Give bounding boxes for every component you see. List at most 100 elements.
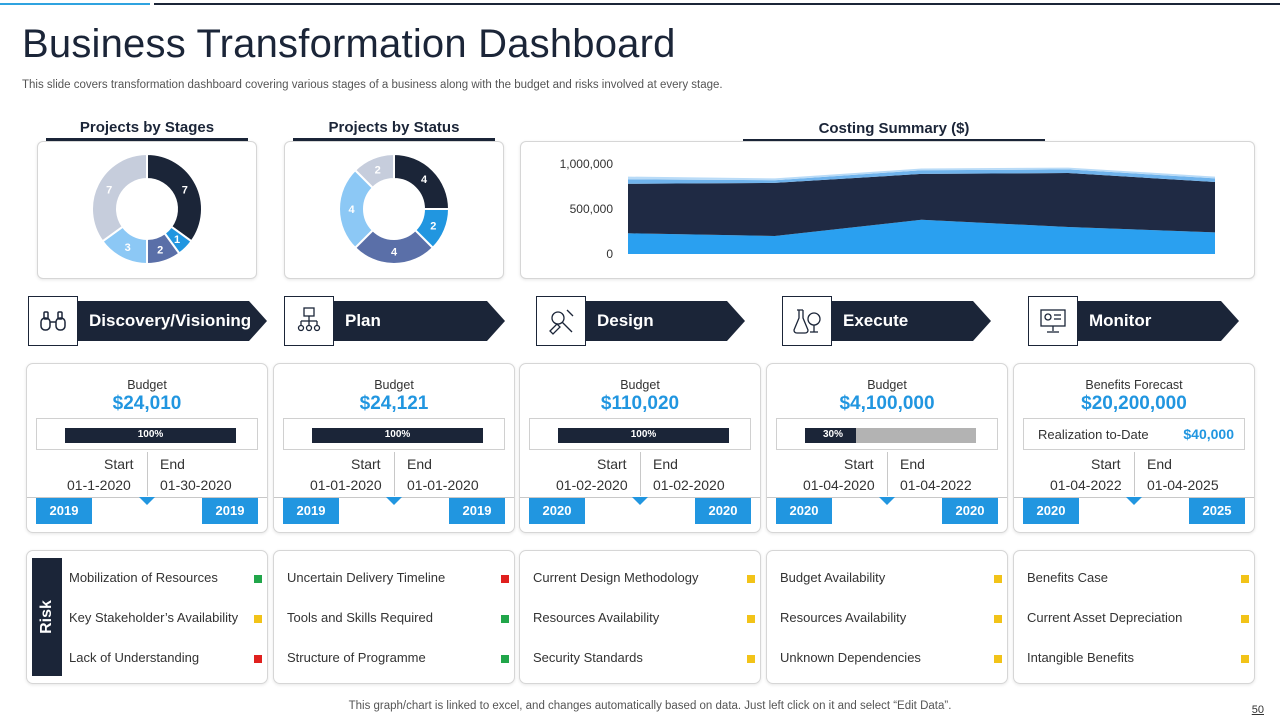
top-rule-line — [154, 3, 1280, 5]
stage-header-execute[interactable]: Execute — [782, 296, 992, 346]
risk-item: Key Stakeholder’s Availability — [69, 610, 239, 625]
stage-card-discovery[interactable]: Budget $24,010 100% Start End 01-1-2020 … — [26, 363, 268, 533]
donut-value-label: 4 — [421, 174, 428, 186]
donut-value-label: 4 — [348, 204, 355, 216]
status-chart-panel[interactable]: 4 2 4 4 2 — [284, 141, 504, 279]
risk-item: Uncertain Delivery Timeline — [287, 570, 446, 585]
donut-slice[interactable] — [353, 152, 395, 190]
area-series[interactable] — [628, 173, 1215, 236]
risk-status-indicator — [254, 575, 262, 583]
stage-card-design[interactable]: Budget $110,020 100% Start End 01-02-202… — [519, 363, 761, 533]
progress-text: 100% — [630, 429, 657, 440]
start-date: 01-01-2020 — [310, 477, 382, 493]
progress-fill — [805, 428, 857, 443]
stage-header-plan[interactable]: Plan — [284, 296, 506, 346]
risk-item: Structure of Programme — [287, 650, 426, 665]
end-label: End — [653, 456, 678, 472]
risk-card-design[interactable]: Current Design Methodology Resources Ava… — [519, 550, 761, 684]
budget-value: $4,100,000 — [839, 393, 935, 414]
costing-title-underline — [743, 139, 1045, 142]
risk-status-indicator — [1241, 575, 1249, 583]
benefits-forecast-value: $20,200,000 — [1081, 393, 1187, 414]
realization-value: $40,000 — [1183, 426, 1234, 442]
costing-panel-title-text: Costing Summary ($) — [818, 120, 970, 137]
costing-area-chart[interactable]: 1,000,000 500,000 0 — [521, 142, 1254, 278]
risk-card-execute[interactable]: Budget Availability Resources Availabili… — [766, 550, 1008, 684]
donut-slice[interactable] — [91, 152, 148, 243]
donut-value-label: 7 — [106, 185, 112, 197]
stage-header-monitor[interactable]: Monitor — [1028, 296, 1240, 346]
donut-value-label: 2 — [430, 220, 436, 232]
design-tools-icon — [536, 296, 586, 346]
stage-header-discovery[interactable]: Discovery/Visioning — [28, 296, 268, 346]
y-tick-label: 0 — [606, 247, 613, 261]
progress-text: 100% — [384, 429, 411, 440]
risk-item: Benefits Case — [1027, 570, 1108, 585]
benefits-forecast-label: Benefits Forecast — [1085, 378, 1183, 392]
end-date: 01-04-2025 — [1147, 477, 1219, 493]
donut-value-label: 7 — [182, 185, 188, 197]
progress-track: 30% — [805, 428, 976, 443]
stages-panel-title: Projects by Stages — [46, 119, 248, 141]
start-date: 01-1-2020 — [67, 477, 131, 493]
donut-slice[interactable] — [146, 152, 203, 243]
binoculars-icon — [28, 296, 78, 346]
progress-box: 100% — [36, 418, 258, 450]
risk-status-indicator — [501, 655, 509, 663]
risk-card-discovery[interactable]: Risk Mobilization of Resources Key Stake… — [26, 550, 268, 684]
stage-card-monitor[interactable]: Benefits Forecast $20,200,000 Realizatio… — [1013, 363, 1255, 533]
end-date: 01-04-2022 — [900, 477, 972, 493]
start-year-badge: 2020 — [776, 498, 832, 524]
risk-item: Mobilization of Resources — [69, 570, 218, 585]
stage-arrow-execute: Execute — [831, 301, 991, 341]
stage-card-plan[interactable]: Budget $24,121 100% Start End 01-01-2020… — [273, 363, 515, 533]
end-year-badge: 2020 — [695, 498, 751, 524]
footer-note: This graph/chart is linked to excel, and… — [348, 700, 952, 712]
status-donut-chart[interactable]: 4 2 4 4 2 — [285, 142, 503, 278]
risk-status-indicator — [254, 615, 262, 623]
end-label: End — [160, 456, 185, 472]
risk-tab: Risk — [32, 558, 62, 676]
org-chart-icon — [284, 296, 334, 346]
end-year-badge: 2019 — [202, 498, 258, 524]
timeline-marker — [632, 497, 648, 505]
start-year-badge: 2019 — [283, 498, 339, 524]
donut-value-label: 2 — [157, 244, 163, 256]
budget-value: $110,020 — [600, 393, 680, 414]
risk-status-indicator — [254, 655, 262, 663]
risk-item: Current Design Methodology — [533, 570, 699, 585]
risk-status-indicator — [747, 655, 755, 663]
area-series[interactable] — [628, 167, 1215, 181]
risk-item: Unknown Dependencies — [780, 650, 921, 665]
stage-header-design[interactable]: Design — [536, 296, 746, 346]
budget-label: Budget — [867, 378, 907, 392]
risk-card-monitor[interactable]: Benefits Case Current Asset Depreciation… — [1013, 550, 1255, 684]
risk-item: Security Standards — [533, 650, 643, 665]
progress-text: 30% — [823, 429, 844, 440]
stage-arrow-monitor: Monitor — [1077, 301, 1239, 341]
top-accent-line — [0, 3, 150, 5]
timeline-marker — [139, 497, 155, 505]
costing-chart-panel[interactable]: 1,000,000 500,000 0 — [520, 141, 1255, 279]
timeline-marker — [386, 497, 402, 505]
progress-fill — [65, 428, 236, 443]
monitor-icon — [1028, 296, 1078, 346]
area-series[interactable] — [628, 219, 1215, 254]
risk-item: Current Asset Depreciation — [1027, 610, 1183, 625]
realization-label: Realization to-Date — [1038, 427, 1149, 442]
stages-panel-title-text: Projects by Stages — [79, 119, 215, 136]
y-tick-label: 500,000 — [570, 202, 614, 216]
budget-label: Budget — [620, 378, 660, 392]
start-label: Start — [844, 456, 874, 472]
stage-card-execute[interactable]: Budget $4,100,000 30% Start End 01-04-20… — [766, 363, 1008, 533]
progress-fill — [558, 428, 729, 443]
date-divider — [1134, 452, 1135, 496]
risk-card-plan[interactable]: Uncertain Delivery Timeline Tools and Sk… — [273, 550, 515, 684]
donut-value-label: 4 — [391, 247, 398, 259]
risk-item: Tools and Skills Required — [287, 610, 433, 625]
end-label: End — [1147, 456, 1172, 472]
stages-donut-chart[interactable]: 7 12 3 7 — [38, 142, 256, 278]
end-year-badge: 2025 — [1189, 498, 1245, 524]
end-date: 01-30-2020 — [160, 477, 232, 493]
